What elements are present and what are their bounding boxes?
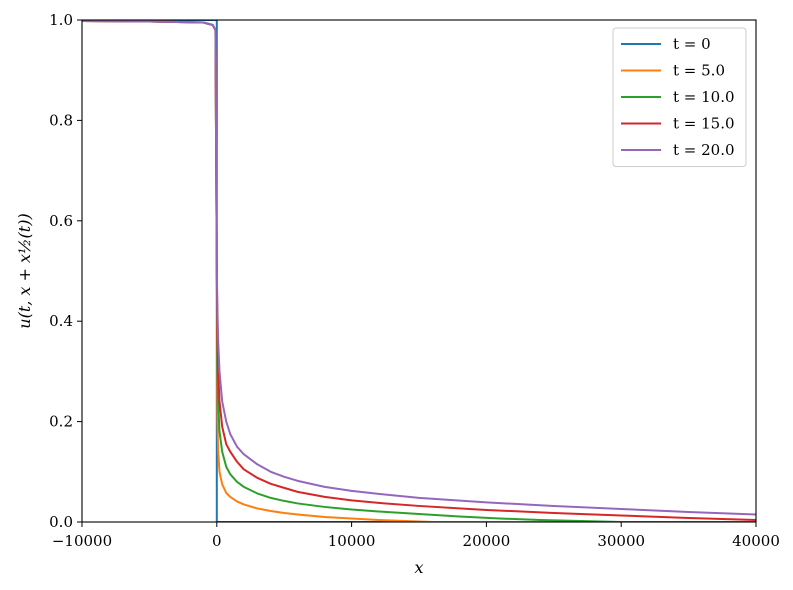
legend-label: t = 15.0 [673,115,735,133]
y-tick-label: 0.0 [49,513,73,531]
x-tick-label: −10000 [52,532,112,550]
legend-box [612,27,747,167]
y-tick-label: 0.2 [49,413,73,431]
y-tick-label: 0.4 [49,312,73,330]
legend-label: t = 10.0 [673,88,735,106]
x-tick-label: 10000 [328,532,376,550]
x-tick-label: 40000 [732,532,780,550]
series-layer [82,20,756,522]
legend-label: t = 5.0 [673,62,725,80]
y-tick-label: 1.0 [49,11,73,29]
y-axis-label: u(t, x + x½(t)) [15,213,34,328]
series-line-4 [82,20,756,516]
x-tick-label: 0 [212,532,222,550]
x-tick-label: 20000 [463,532,511,550]
legend-label: t = 0 [673,35,711,53]
legend-label: t = 20.0 [673,141,735,159]
y-tick-label: 0.6 [49,212,73,230]
x-axis: −10000 0 10000 20000 30000 40000 [52,522,780,550]
legend: t = 0 t = 5.0 t = 10.0 t = 15.0 t = 20.0 [612,27,747,167]
y-tick-label: 0.8 [49,111,73,129]
y-axis: 0.0 0.2 0.4 0.6 0.8 1.0 [49,11,82,531]
x-tick-label: 30000 [597,532,645,550]
plot-frame [81,19,757,523]
x-axis-label: x [414,558,423,577]
